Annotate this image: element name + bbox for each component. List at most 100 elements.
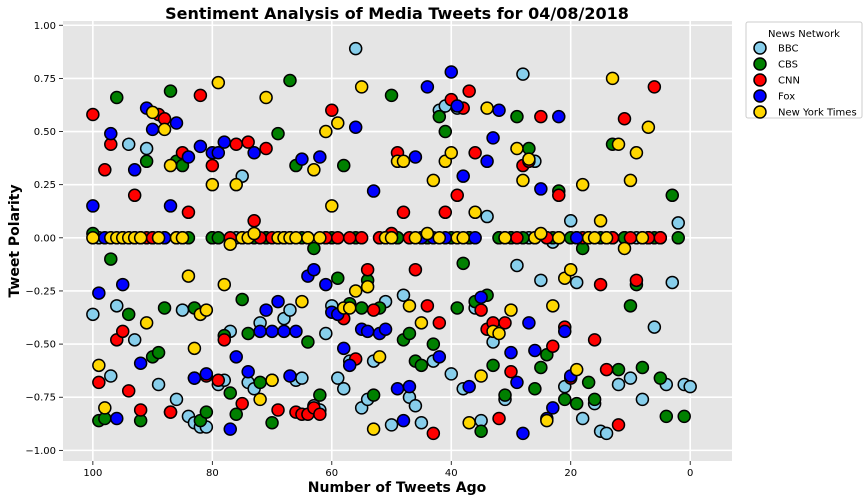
y-tick-label: −0.75 [25, 393, 56, 404]
data-point-fox [522, 316, 536, 330]
data-point-fox [468, 231, 482, 245]
data-point-bbc [665, 275, 680, 290]
data-point-new-york-times [307, 163, 321, 177]
data-point-cbs [456, 256, 470, 271]
data-point-bbc [569, 275, 584, 290]
data-point-new-york-times [247, 226, 261, 241]
data-point-bbc [175, 303, 190, 317]
data-point-new-york-times [480, 101, 494, 115]
data-point-new-york-times [217, 277, 232, 292]
data-point-cbs [510, 109, 524, 124]
legend-label-cnn: CNN [778, 76, 800, 87]
data-point-fox [378, 322, 393, 336]
data-point-new-york-times [199, 303, 214, 317]
data-point-bbc [480, 209, 494, 224]
data-point-fox [420, 80, 435, 94]
data-point-new-york-times [408, 231, 423, 245]
data-point-cbs [313, 388, 327, 402]
y-axis-label: Tweet Polarity [7, 184, 23, 297]
data-point-cnn [193, 88, 208, 103]
data-point-cnn [354, 231, 369, 245]
data-point-new-york-times [456, 231, 470, 245]
data-point-cbs [366, 388, 381, 402]
data-point-bbc [110, 299, 124, 313]
data-point-fox [342, 358, 357, 373]
data-point-new-york-times [593, 214, 608, 228]
data-point-fox [259, 303, 273, 317]
data-point-bbc [319, 326, 333, 341]
data-point-bbc [444, 367, 459, 381]
data-point-fox [115, 277, 130, 292]
data-point-cbs [623, 299, 638, 313]
legend-label-bbc: BBC [778, 44, 799, 55]
data-point-fox [289, 324, 303, 339]
data-point-bbc [139, 141, 154, 156]
data-point-fox [307, 262, 321, 277]
data-point-cbs [354, 301, 369, 315]
data-point-new-york-times [426, 173, 441, 188]
data-point-fox [193, 139, 208, 154]
data-point-cnn [552, 188, 566, 203]
data-point-new-york-times [366, 422, 381, 436]
data-point-new-york-times [253, 392, 267, 407]
legend-box [745, 21, 863, 119]
data-point-cnn [426, 426, 441, 441]
data-point-fox [223, 422, 237, 436]
data-point-fox [552, 109, 566, 124]
y-tick-label: −1.00 [25, 446, 56, 457]
data-point-fox [366, 184, 381, 198]
data-point-bbc [575, 411, 590, 426]
data-point-fox [348, 120, 363, 135]
legend-title: News Network [768, 29, 840, 40]
legend-marker-cbs [753, 57, 767, 71]
data-point-fox [283, 369, 297, 383]
data-point-cbs [283, 73, 297, 88]
data-point-cnn [92, 375, 106, 390]
data-point-cbs [474, 424, 488, 438]
data-point-cnn [653, 231, 668, 245]
data-point-new-york-times [360, 279, 375, 294]
data-point-new-york-times [157, 122, 172, 137]
data-point-fox [319, 277, 333, 292]
data-point-fox [474, 290, 488, 305]
data-point-fox [92, 286, 106, 300]
data-point-new-york-times [145, 105, 160, 120]
data-point-cnn [181, 205, 196, 220]
data-point-cnn [127, 188, 142, 203]
data-point-new-york-times [301, 231, 315, 245]
data-point-bbc [534, 273, 548, 288]
data-point-new-york-times [86, 231, 100, 245]
data-point-fox [163, 199, 178, 213]
data-point-cnn [534, 109, 548, 124]
data-point-cbs [558, 392, 572, 407]
data-point-new-york-times [563, 262, 578, 277]
data-point-bbc [671, 216, 685, 230]
data-point-new-york-times [402, 299, 417, 313]
data-point-cbs [199, 405, 214, 419]
data-point-fox [145, 122, 160, 137]
data-point-cbs [671, 231, 685, 245]
data-point-new-york-times [223, 237, 237, 251]
data-point-new-york-times [295, 294, 309, 309]
data-point-new-york-times [414, 316, 429, 330]
data-point-cnn [86, 107, 100, 122]
data-point-fox [253, 324, 267, 339]
data-point-cnn [498, 316, 512, 330]
data-point-new-york-times [462, 415, 476, 430]
legend-label-fox: Fox [778, 92, 795, 103]
data-point-fox [181, 150, 196, 164]
data-point-cnn [360, 262, 375, 277]
legend-label-cbs: CBS [778, 60, 798, 71]
data-point-cnn [247, 214, 261, 228]
data-point-new-york-times [599, 231, 614, 245]
data-point-fox [486, 131, 500, 145]
data-point-new-york-times [474, 369, 488, 383]
data-point-cbs [331, 271, 345, 285]
data-point-cnn [229, 137, 243, 152]
data-point-new-york-times [151, 231, 166, 245]
data-point-new-york-times [504, 303, 518, 317]
data-point-cbs [534, 360, 548, 375]
data-point-fox [211, 146, 226, 160]
data-point-bbc [396, 288, 411, 302]
data-point-fox [510, 375, 524, 390]
